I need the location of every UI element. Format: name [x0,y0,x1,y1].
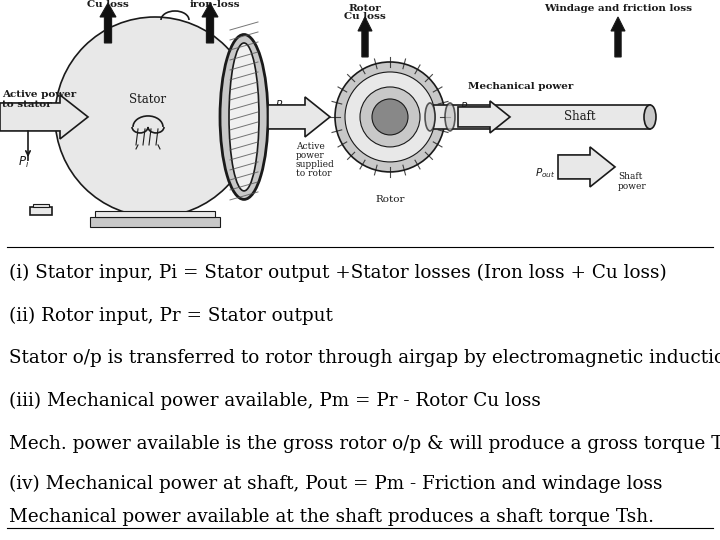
Bar [410,105,650,129]
Text: Active: Active [296,143,325,151]
Text: Stator: Stator [130,93,166,106]
Polygon shape [358,17,372,57]
Text: power: power [618,183,647,191]
Circle shape [345,72,435,162]
Text: Stator: Stator [197,0,233,1]
Bar [95,211,215,217]
Polygon shape [0,95,88,139]
Polygon shape [611,17,625,57]
Text: Rotor: Rotor [348,4,382,13]
Ellipse shape [445,103,455,131]
Text: Windage and friction loss: Windage and friction loss [544,4,692,13]
Text: to stator: to stator [2,100,52,110]
Polygon shape [100,3,116,43]
Polygon shape [458,101,510,133]
Text: iron-loss: iron-loss [190,0,240,9]
Text: Active power: Active power [2,91,76,99]
Text: Mechanical power: Mechanical power [468,83,573,91]
Polygon shape [202,3,218,43]
Text: (ii) Rotor input, Pr = Stator output: (ii) Rotor input, Pr = Stator output [9,307,333,325]
Text: $P_i$: $P_i$ [18,156,30,171]
Circle shape [360,87,420,147]
Text: $P_m$: $P_m$ [460,100,474,114]
Text: $P_r$: $P_r$ [275,98,287,112]
Text: Cu loss: Cu loss [344,12,386,21]
Ellipse shape [220,35,268,199]
Circle shape [335,62,445,172]
Text: to rotor: to rotor [296,170,332,178]
Text: Mech. power available is the gross rotor o/p & will produce a gross torque Tg.: Mech. power available is the gross rotor… [9,435,720,453]
Text: (i) Stator inpur, Pi = Stator output +Stator losses (Iron loss + Cu loss): (i) Stator inpur, Pi = Stator output +St… [9,264,667,282]
Text: $P_{out}$: $P_{out}$ [535,166,555,180]
Polygon shape [558,147,615,187]
Polygon shape [268,97,330,137]
FancyBboxPatch shape [30,207,52,215]
Text: Cu loss: Cu loss [87,0,129,9]
Text: supplied: supplied [296,160,335,170]
Ellipse shape [425,103,435,131]
Ellipse shape [402,102,418,132]
Ellipse shape [229,43,259,191]
Ellipse shape [644,105,656,129]
Text: Mechanical power available at the shaft produces a shaft torque Tsh.: Mechanical power available at the shaft … [9,508,654,526]
Text: power: power [296,151,325,160]
FancyBboxPatch shape [33,204,49,207]
Text: Shaft: Shaft [564,111,595,124]
Bar [90,217,220,227]
Text: Shaft: Shaft [618,172,642,181]
Text: Stator: Stator [90,0,126,1]
Text: Rotor: Rotor [375,195,405,205]
Text: Stator o/p is transferred to rotor through airgap by electromagnetic induction.: Stator o/p is transferred to rotor throu… [9,349,720,367]
Text: (iv) Mechanical power at shaft, Pout = Pm - Friction and windage loss: (iv) Mechanical power at shaft, Pout = P… [9,475,662,492]
Text: (iii) Mechanical power available, Pm = Pr - Rotor Cu loss: (iii) Mechanical power available, Pm = P… [9,392,541,410]
Circle shape [55,17,255,217]
Circle shape [372,99,408,135]
